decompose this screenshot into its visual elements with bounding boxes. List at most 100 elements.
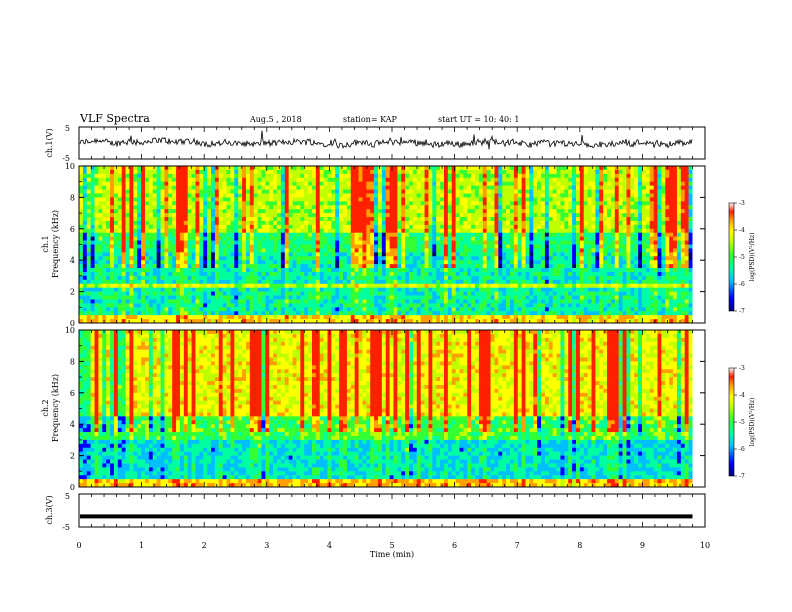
spectrogram-cell <box>548 197 553 202</box>
spectrogram-cell <box>463 181 468 186</box>
spectrogram-cell <box>432 295 437 300</box>
spectrogram-cell <box>471 299 476 304</box>
spectrogram-cell <box>242 173 247 179</box>
spectrogram-cell <box>482 283 487 288</box>
spectrogram-cell <box>381 295 387 300</box>
spectrogram-cell <box>506 209 511 214</box>
spectrogram-cell <box>346 283 352 288</box>
spectrogram-cell <box>86 220 91 226</box>
spectrogram-cell <box>218 236 223 241</box>
spectrogram-cell <box>238 252 243 257</box>
spectrogram-cell <box>148 181 154 186</box>
spectrogram-cell <box>226 283 231 288</box>
spectrogram-cell <box>94 260 99 265</box>
spectrogram-cell <box>494 275 499 281</box>
spectrogram-cell <box>238 224 243 230</box>
spectrogram-cell <box>218 232 223 237</box>
spectrogram-cell <box>176 169 181 175</box>
spectrogram-cell <box>238 169 243 175</box>
spectrogram-cell <box>455 205 460 210</box>
spectrogram-cell <box>284 169 289 175</box>
spectrogram-cell <box>234 315 239 320</box>
spectrogram-cell <box>125 169 130 175</box>
spectrogram-cell <box>94 256 99 261</box>
spectrogram-cell <box>129 271 134 277</box>
spectrogram-cell <box>113 232 119 237</box>
spectrogram-cell <box>269 311 274 316</box>
spectrogram-cell <box>335 169 340 175</box>
spectrogram-cell <box>416 252 421 257</box>
spectrogram-cell <box>455 220 460 226</box>
spectrogram-cell <box>164 291 169 296</box>
spectrogram-cell <box>409 177 414 182</box>
spectrogram-cell <box>284 248 289 253</box>
spectrogram-cell <box>401 201 406 206</box>
spectrogram-cell <box>125 228 130 234</box>
spectrogram-cell <box>90 307 95 312</box>
spectrogram-cell <box>265 232 270 237</box>
spectrogram-cell <box>90 252 95 257</box>
spectrogram-cell <box>242 197 247 202</box>
spectrogram-cell <box>292 232 297 237</box>
spectrogram-cell <box>323 315 328 320</box>
spectrogram-cell <box>218 264 223 269</box>
spectrogram-cell <box>428 319 433 324</box>
spectrogram-cell <box>238 256 243 261</box>
spectrogram-cell <box>261 189 266 194</box>
spectrogram-cell <box>160 220 165 226</box>
spectrogram-cell <box>308 224 313 230</box>
spectrogram-cell <box>133 169 138 175</box>
spectrogram-cell <box>447 185 453 190</box>
spectrogram-cell <box>393 205 398 210</box>
spectrogram-cell <box>432 224 437 230</box>
spectrogram-cell <box>245 279 251 285</box>
spectrogram-cell <box>121 236 126 241</box>
spectrogram-cell <box>494 189 499 194</box>
spectrogram-cell <box>517 189 522 194</box>
spectrogram-cell <box>133 256 138 261</box>
spectrogram-cell <box>245 311 251 316</box>
spectrogram-cell <box>463 311 468 316</box>
spectrogram-cell <box>304 271 309 277</box>
spectrogram-cell <box>257 271 262 277</box>
spectrogram-cell <box>385 193 390 198</box>
spectrogram-cell <box>339 224 344 230</box>
spectrogram-cell <box>203 283 208 288</box>
spectrogram-cell <box>238 201 243 206</box>
spectrogram-cell <box>102 240 107 245</box>
spectrogram-cell <box>377 319 383 324</box>
spectrogram-cell <box>362 311 367 316</box>
spectrogram-cell <box>172 311 177 316</box>
start-time-label: start UT = 10: 40: 1 <box>438 115 519 124</box>
spectrogram-cell <box>296 248 301 253</box>
spectrogram-cell <box>478 240 484 245</box>
spectrogram-cell <box>199 299 204 304</box>
spectrogram-cell <box>424 307 429 312</box>
spectrogram-cell <box>385 287 390 292</box>
spectrogram-cell <box>467 319 472 324</box>
spectrogram-cell <box>86 193 91 198</box>
spectrogram-cell <box>133 217 138 222</box>
spectrogram-cell <box>265 181 270 186</box>
spectrogram-cell <box>416 236 421 241</box>
spectrogram-cell <box>311 166 317 171</box>
spectrogram-cell <box>389 264 394 269</box>
spectrogram-cell <box>79 193 84 198</box>
spectrogram-cell <box>311 197 317 202</box>
spectrogram-cell <box>409 319 414 324</box>
spectrogram-cell <box>172 264 177 269</box>
spectrogram-cell <box>385 169 390 175</box>
spectrogram-cell <box>117 307 123 312</box>
spectrogram-cell <box>537 220 542 226</box>
spectrogram-cell <box>343 181 348 186</box>
spectrogram-cell <box>381 248 387 253</box>
spectrogram-cell <box>199 166 204 171</box>
spectrogram-cell <box>443 236 449 241</box>
spectrogram-cell <box>506 181 511 186</box>
spectrogram-cell <box>277 307 282 312</box>
spectrogram-cell <box>339 287 344 292</box>
spectrogram-cell <box>203 248 208 253</box>
spectrogram-cell <box>331 181 336 186</box>
spectrogram-cell <box>280 319 286 324</box>
spectrogram-cell <box>517 244 522 249</box>
